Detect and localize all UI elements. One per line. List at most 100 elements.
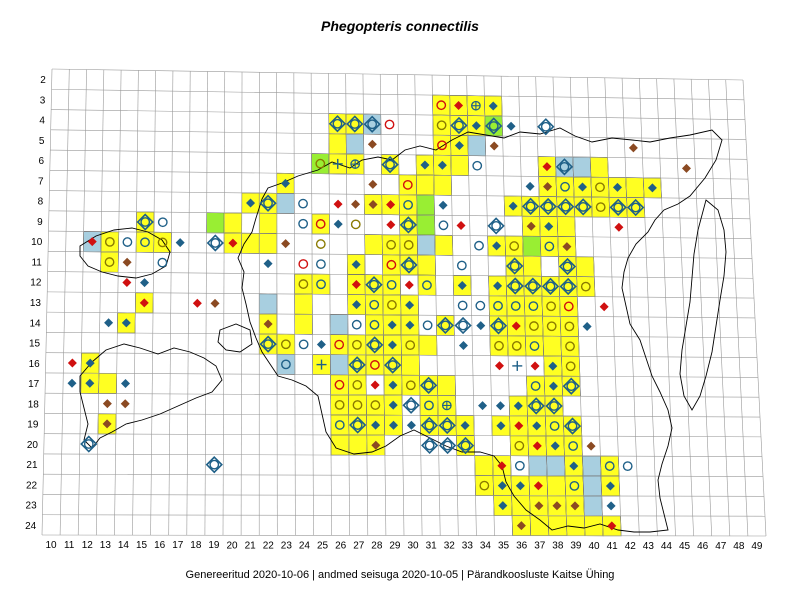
blue-ring-diamond-marker xyxy=(259,335,277,353)
grid-line-vertical xyxy=(59,69,70,536)
grid-cell-yellow xyxy=(328,133,347,155)
grid-cell-green xyxy=(206,212,225,234)
grid-line-vertical xyxy=(362,73,369,536)
row-label: 2 xyxy=(40,75,46,86)
blue-diamond-marker xyxy=(471,121,481,131)
map-title: Phegopteris connectilis xyxy=(321,18,479,34)
grid-cell-yellow xyxy=(576,276,596,297)
column-label: 20 xyxy=(226,540,238,551)
red-circle-marker xyxy=(437,140,447,151)
blue-circle-marker xyxy=(140,237,150,248)
blue-diamond-marker xyxy=(498,501,508,511)
brown-diamond-marker xyxy=(122,257,132,267)
grid-cell-yellow xyxy=(529,515,550,537)
row-label: 11 xyxy=(31,257,42,268)
row-label: 3 xyxy=(40,95,46,106)
blue-diamond-marker xyxy=(496,421,506,431)
grid-line-vertical xyxy=(725,79,749,536)
circle-plus-marker xyxy=(350,159,361,169)
blue-diamond-marker xyxy=(405,300,415,310)
grid-line-vertical xyxy=(204,71,208,536)
red-circle-marker xyxy=(334,379,345,390)
grid-cell-yellow xyxy=(600,455,620,477)
blue-diamond-marker xyxy=(316,340,326,350)
brown-diamond-marker xyxy=(102,399,112,409)
olive-circle-marker xyxy=(565,341,575,352)
blue-circle-marker xyxy=(475,300,486,311)
grid-cell-yellow xyxy=(417,254,436,276)
olive-circle-marker xyxy=(595,202,606,213)
blue-ring-diamond-marker xyxy=(537,118,555,136)
grid-line-vertical xyxy=(742,79,767,537)
brown-diamond-marker xyxy=(368,179,378,189)
grid-cell-yellow xyxy=(542,335,562,357)
red-diamond-marker xyxy=(454,100,464,110)
grid-line-vertical xyxy=(483,75,495,536)
grid-line-vertical xyxy=(132,70,139,536)
grid-cell-yellow xyxy=(330,414,350,436)
occupied-cells-layer xyxy=(80,94,662,537)
column-label: 45 xyxy=(679,541,691,552)
blue-diamond-marker xyxy=(495,401,505,411)
blue-ring-diamond-marker xyxy=(259,194,277,212)
blue-circle-marker xyxy=(298,198,308,209)
column-label: 13 xyxy=(100,540,112,551)
lake-peipus-outline xyxy=(679,199,727,411)
red-diamond-marker xyxy=(228,238,238,248)
row-label: 7 xyxy=(38,176,44,187)
grid-cell-yellow xyxy=(589,156,609,178)
blue-circle-marker xyxy=(316,259,326,270)
column-label: 41 xyxy=(607,541,619,552)
blue-ring-diamond-marker xyxy=(563,417,582,435)
red-diamond-marker xyxy=(139,298,149,308)
blue-ring-diamond-marker xyxy=(438,436,457,455)
column-label: 12 xyxy=(82,540,94,551)
grid-cell-yellow xyxy=(417,274,437,296)
blue-diamond-marker xyxy=(525,181,535,191)
grid-line-horizontal xyxy=(49,190,750,200)
blue-diamond-marker xyxy=(280,178,290,188)
grid-line-vertical xyxy=(690,79,712,536)
red-diamond-marker xyxy=(122,277,132,287)
grid-line-vertical xyxy=(569,77,586,536)
red-diamond-marker xyxy=(192,298,202,308)
olive-circle-marker xyxy=(436,120,447,131)
saaremaa-coastline xyxy=(79,343,223,449)
grid-cell-yellow xyxy=(434,234,454,256)
grid-line-vertical xyxy=(449,75,459,536)
brown-diamond-marker xyxy=(367,139,377,149)
grid-cell-lightblue xyxy=(345,133,365,155)
brown-diamond-marker xyxy=(681,163,691,173)
olive-circle-marker xyxy=(352,400,363,410)
blue-diamond-marker xyxy=(550,441,560,451)
column-label: 17 xyxy=(172,540,184,551)
blue-diamond-marker xyxy=(513,401,523,411)
grid-line-vertical xyxy=(431,75,441,536)
blue-diamond-marker xyxy=(454,140,464,150)
olive-circle-marker xyxy=(334,399,345,410)
grid-line-horizontal xyxy=(45,392,760,398)
blue-ring-diamond-marker xyxy=(539,197,557,216)
column-label: 43 xyxy=(643,541,655,552)
grid-cell-yellow xyxy=(294,313,313,335)
blue-circle-marker xyxy=(514,460,525,471)
grid-cell-lightblue xyxy=(329,314,349,335)
blue-circle-marker xyxy=(422,280,432,291)
grid-line-horizontal xyxy=(51,88,745,101)
row-label: 8 xyxy=(38,197,44,208)
grid-line-horizontal xyxy=(44,413,761,418)
grid-cell-yellow xyxy=(258,233,278,254)
blue-ring-diamond-marker xyxy=(627,198,645,217)
grid-line-vertical xyxy=(535,76,550,536)
grid-cell-yellow xyxy=(432,94,451,116)
grid-cell-yellow xyxy=(258,212,278,234)
column-label: 37 xyxy=(534,541,546,552)
grid-cell-lightblue xyxy=(467,135,487,157)
blue-ring-diamond-marker xyxy=(384,356,402,374)
grid-cell-yellow xyxy=(330,374,349,396)
brown-diamond-marker xyxy=(368,199,378,209)
blue-diamond-marker xyxy=(387,340,397,350)
coastline-outline xyxy=(79,127,727,533)
grid-cell-yellow xyxy=(401,374,421,396)
grid-line-horizontal xyxy=(45,372,759,378)
